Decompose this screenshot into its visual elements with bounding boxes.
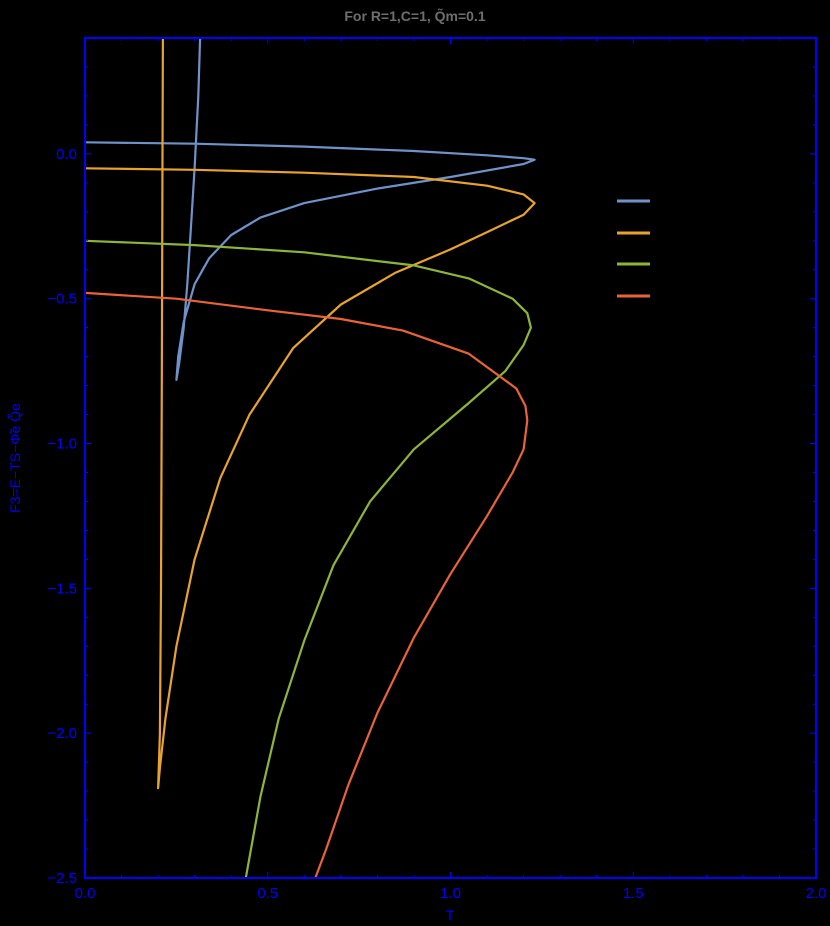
y-axis-label: F3=E−TS−Φ̃e Q̃e (7, 403, 23, 513)
x-tick-label: 1.5 (623, 885, 644, 902)
y-tick-label: −1.5 (47, 580, 77, 597)
y-tick-labels: 0.0 −0.5 −1.0 −1.5 −2.0 −2.5 (47, 146, 77, 887)
y-tick-label: 0.0 (56, 146, 77, 163)
curve-series-1 (85, 38, 536, 381)
axis-ticks (84, 37, 817, 879)
plot-curves (85, 38, 536, 878)
curve-series-3 (85, 239, 532, 878)
y-tick-label: −2.5 (47, 870, 77, 887)
chart-title-text: For R=1,C=1, Q̃m=0.1 (344, 8, 486, 24)
curve-series-4 (85, 291, 529, 878)
y-tick-label: −2.0 (47, 725, 77, 742)
x-tick-label: 0.0 (75, 885, 96, 902)
curve-series-2 (85, 38, 536, 790)
x-tick-labels: 0.0 0.5 1.0 1.5 2.0 (75, 885, 827, 902)
x-tick-label: 2.0 (806, 885, 827, 902)
y-tick-label: −0.5 (47, 291, 77, 308)
x-tick-label: 1.0 (440, 885, 461, 902)
y-tick-label: −1.0 (47, 436, 77, 453)
chart-title: For R=1,C=1, Q̃m=0.1 (0, 8, 830, 24)
x-tick-label: 0.5 (257, 885, 278, 902)
x-axis-label: T (446, 907, 455, 923)
legend (617, 199, 650, 298)
